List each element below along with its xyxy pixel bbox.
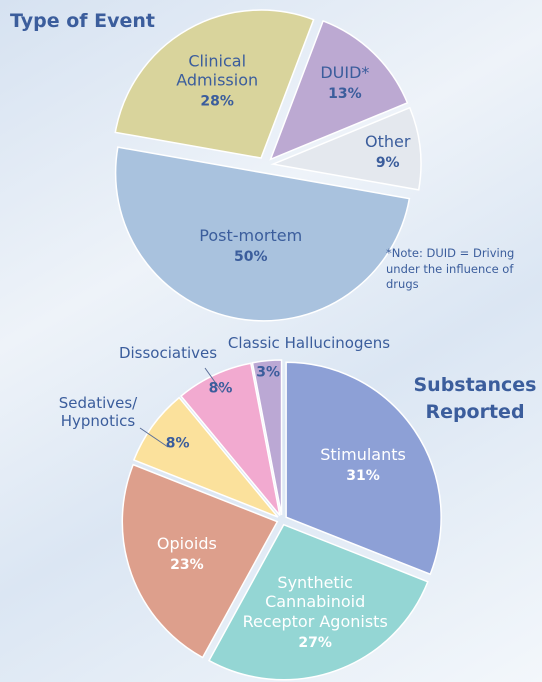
slice-label-group: Other 9% [328,132,448,172]
slice-value-label: 3% [256,364,280,381]
pie-slice [208,523,429,681]
chart-title: Type of Event [10,10,155,32]
slice-value-label: 8% [208,380,233,397]
slice-label: Clinical Admission [176,51,259,90]
pie-slice [285,361,442,576]
slice-label-group: Synthetic Cannabinoid Receptor Agonists 2… [235,573,395,651]
slice-label: Other [364,131,411,151]
slice-label: Classic Hallucinogens [227,334,391,352]
slice-label: Stimulants [320,444,406,464]
slice-label-group: Post-mortem 50% [191,226,311,266]
pie-slice [269,19,409,161]
leader-line [204,367,223,393]
slice-label-group: Clinical Admission 28% [157,51,277,110]
pie-slice [251,359,283,516]
slice-value-label: 50% [233,248,268,265]
slice-label-group: DUID* 13% [285,63,405,103]
slice-label: Opioids [156,534,217,554]
annotation: *Note: DUID = Driving under the influenc… [386,246,515,292]
slice-value-label: 31% [346,468,380,485]
slice-value-label: 27% [298,634,332,651]
pie-slice [132,396,279,518]
leader-line [139,427,169,448]
slice-label: DUID* [320,62,370,82]
slice-label: Sedatives/ Hypnotics [58,394,138,430]
slice-value-label: 13% [328,86,362,103]
slice-label-group: Opioids 23% [107,534,267,574]
slice-label: Post-mortem [199,225,303,245]
pie-slice [114,9,315,159]
slice-value-label: 23% [170,557,204,574]
pie-slice [270,106,422,191]
slice-value-label: 28% [200,93,234,110]
pie-slice [180,362,281,516]
slice-label-group: Stimulants 31% [283,445,443,485]
chart-title: Substances Reported [413,374,537,423]
pie-slice [121,463,279,659]
pie-slice [114,146,411,322]
slice-label: Dissociatives [118,344,218,362]
slice-value-label: 8% [165,435,190,452]
slice-value-label: 9% [375,154,400,171]
slice-label: Synthetic Cannabinoid Receptor Agonists [242,573,388,631]
